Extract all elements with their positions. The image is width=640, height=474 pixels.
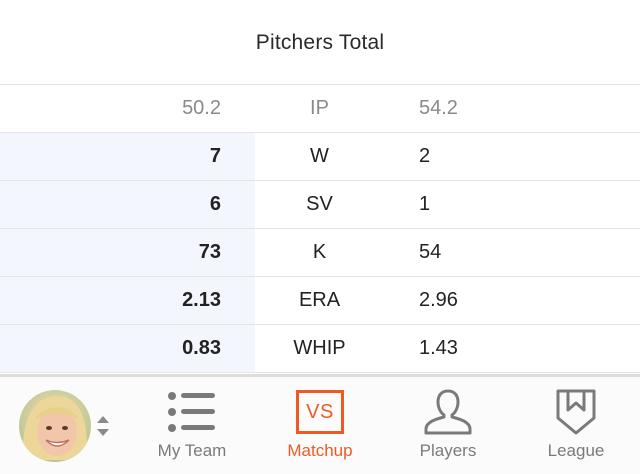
avatar[interactable]	[18, 389, 91, 462]
team-switcher[interactable]	[0, 377, 128, 474]
tab-players[interactable]: Players	[384, 377, 512, 474]
tab-league[interactable]: League	[512, 377, 640, 474]
bottom-tab-bar: My Team VS Matchup Players League	[0, 374, 640, 474]
tab-label: League	[547, 441, 605, 460]
table-row: 7 W 2	[0, 133, 640, 181]
stat-label: WHIP	[255, 325, 384, 372]
tab-matchup[interactable]: VS Matchup	[256, 377, 384, 474]
team-b-value: 1	[384, 181, 640, 228]
team-a-value: 2.13	[0, 277, 255, 324]
table-row: 6 SV 1	[0, 181, 640, 229]
table-row: 0.83 WHIP 1.43	[0, 325, 640, 373]
tab-label: Matchup	[287, 441, 353, 460]
team-b-value: 2	[384, 133, 640, 180]
stat-label: W	[255, 133, 384, 180]
vs-icon-text: VS	[306, 400, 334, 423]
stat-label: SV	[255, 181, 384, 228]
team-a-value: 50.2	[0, 85, 255, 132]
team-a-value: 0.83	[0, 325, 255, 372]
stat-label: IP	[255, 85, 384, 132]
stat-label: K	[255, 229, 384, 276]
chevron-up-down-icon[interactable]	[96, 415, 110, 437]
team-b-value: 54	[384, 229, 640, 276]
stat-label: ERA	[255, 277, 384, 324]
list-icon	[167, 389, 217, 435]
team-a-value: 73	[0, 229, 255, 276]
table-row: 73 K 54	[0, 229, 640, 277]
page-header: Pitchers Total	[0, 0, 640, 85]
team-a-value: 6	[0, 181, 255, 228]
tab-label: My Team	[157, 441, 227, 460]
table-row: 2.13 ERA 2.96	[0, 277, 640, 325]
team-b-value: 2.96	[384, 277, 640, 324]
vs-icon: VS	[296, 389, 344, 435]
stats-header-row: 50.2 IP 54.2	[0, 85, 640, 133]
team-b-value: 1.43	[384, 325, 640, 372]
page-title: Pitchers Total	[255, 30, 385, 54]
tab-my-team[interactable]: My Team	[128, 377, 256, 474]
tab-label: Players	[419, 441, 477, 460]
avatar-image	[18, 389, 91, 462]
player-icon	[422, 389, 474, 435]
stats-table: 50.2 IP 54.2 7 W 2 6 SV 1 73 K 54 2.13 E…	[0, 85, 640, 373]
team-a-value: 7	[0, 133, 255, 180]
team-b-value: 54.2	[384, 85, 640, 132]
league-shield-icon	[555, 389, 597, 435]
